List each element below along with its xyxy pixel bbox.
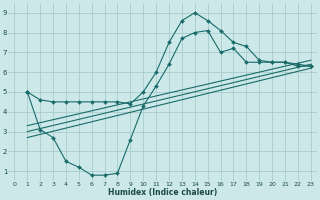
X-axis label: Humidex (Indice chaleur): Humidex (Indice chaleur) xyxy=(108,188,217,197)
